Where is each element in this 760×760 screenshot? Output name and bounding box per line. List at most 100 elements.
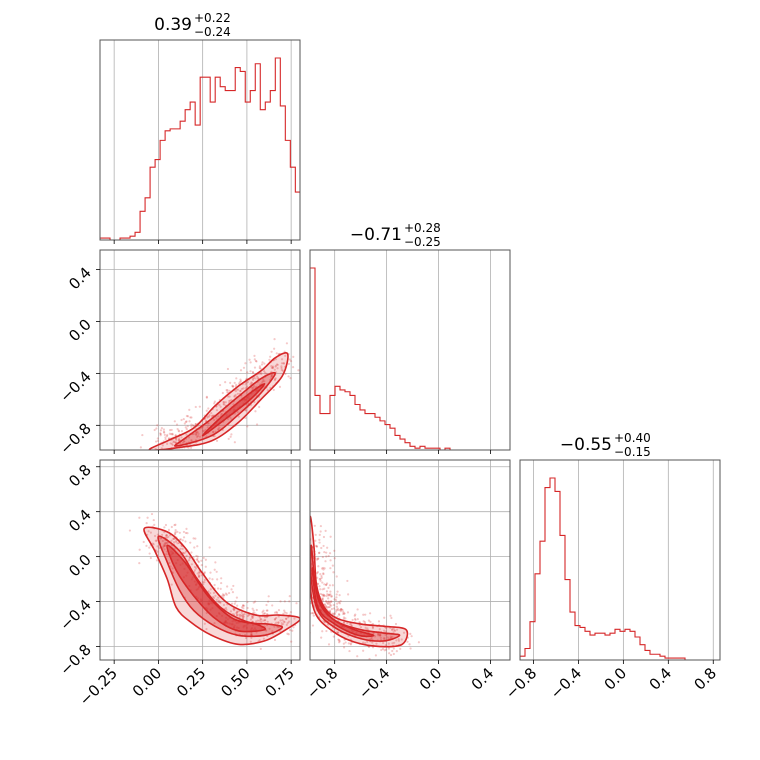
sample-point [305,593,307,595]
sample-point [261,610,264,614]
histogram-2 [310,267,510,450]
sample-point [249,383,252,386]
sample-point [269,377,273,380]
sample-point [263,616,267,619]
sample-point [203,578,206,582]
sample-point [270,375,273,378]
sample-point [217,601,220,604]
sample-point [227,437,230,440]
sample-point [170,455,172,457]
sample-point [330,607,333,611]
sample-point [325,600,328,603]
sample-point [318,538,321,542]
sample-point [161,539,164,543]
sample-point [171,433,174,436]
sample-point [245,385,248,388]
sample-point [322,572,325,576]
sample-point [195,451,197,453]
sample-point [232,608,235,611]
sample-point [165,534,168,537]
sample-point [323,567,326,570]
sample-point [241,615,245,619]
sample-point [275,610,278,614]
sample-point [273,379,276,382]
sample-point [269,355,272,358]
sample-point [208,414,211,417]
sample-point [378,628,381,631]
sample-point [354,618,357,622]
sample-point [198,435,201,438]
sample-point [239,369,243,372]
sample-point [178,531,181,534]
sample-point [259,617,262,621]
sample-point [173,533,177,536]
x-tick-label: 0.50 [217,664,253,700]
sample-point [229,381,232,384]
sample-point [351,618,354,622]
sample-point [267,595,270,598]
sample-point [164,542,167,545]
sample-point [183,551,186,555]
sample-point [305,566,307,568]
sample-point [280,365,283,368]
sample-point [262,378,265,381]
sample-point [321,581,324,584]
sample-point [318,585,321,588]
sample-point [242,604,246,607]
sample-point [295,602,298,605]
sample-point [183,422,186,425]
sample-point [342,616,346,619]
sample-point [320,567,324,570]
sample-point [375,642,378,645]
sample-point [318,551,321,555]
sample-point [329,535,332,538]
sample-point [277,615,280,618]
sample-point [163,544,166,547]
sample-point [184,531,188,535]
sample-point [331,584,334,587]
sample-point [325,605,328,608]
sample-point [143,452,145,454]
sample-point [163,526,166,529]
sample-point [165,541,168,545]
sample-point [194,405,197,409]
sample-point [341,608,344,612]
sample-point [294,513,296,515]
sample-point [255,620,258,623]
sample-point [327,600,331,603]
sample-point [235,377,238,380]
sample-point [196,434,200,438]
sample-point [357,663,359,665]
sample-point [185,420,188,423]
sample-point [195,554,198,558]
sample-point [192,537,195,540]
sample-point [289,611,292,614]
sample-point [290,640,293,643]
sample-point [215,439,219,442]
sample-point [177,438,180,442]
sample-point [139,446,142,449]
sample-point [305,604,307,606]
sample-point [338,602,342,605]
sample-point [379,633,382,636]
sample-point [272,388,275,392]
sample-point [164,438,167,441]
sample-point [339,610,342,613]
contour-level-3 [311,567,375,638]
sample-point [287,620,291,623]
sample-point [359,626,363,629]
sample-point [197,560,200,563]
sample-point [392,652,395,656]
sample-point [189,453,191,455]
sample-point [390,628,394,632]
sample-point [228,389,231,392]
sample-point [201,429,205,432]
sample-point [391,649,394,653]
sample-point [170,433,173,436]
sample-point [277,621,280,624]
title-plus-error: +0.22 [194,11,231,25]
sample-point [320,546,323,550]
sample-point [346,579,349,583]
sample-point [233,395,236,398]
sample-point [244,386,247,390]
